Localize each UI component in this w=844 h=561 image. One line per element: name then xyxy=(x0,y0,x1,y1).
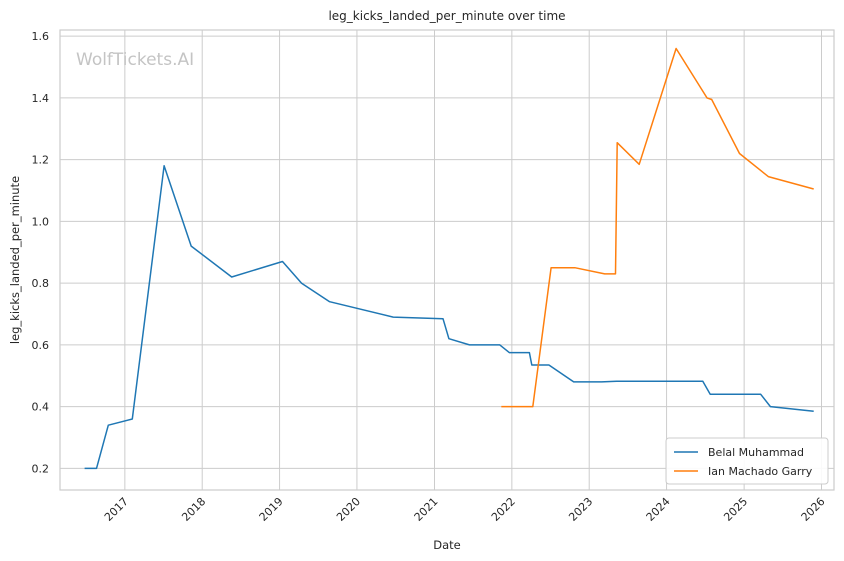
y-tick-labels: 0.2 0.4 0.6 0.8 1.0 1.2 1.4 1.6 xyxy=(32,30,50,475)
x-tick-label: 2022 xyxy=(489,495,518,524)
legend-label-ian-machado-garry: Ian Machado Garry xyxy=(708,465,813,478)
x-tick-label: 2025 xyxy=(721,495,750,524)
x-tick-label: 2026 xyxy=(799,495,828,524)
legend-box xyxy=(665,437,829,485)
x-tick-label: 2021 xyxy=(412,495,441,524)
series-lines xyxy=(84,47,814,470)
x-tick-label: 2023 xyxy=(566,495,595,524)
y-tick-label: 1.2 xyxy=(32,154,50,167)
chart-title: leg_kicks_landed_per_minute over time xyxy=(328,9,565,23)
y-tick-label: 1.0 xyxy=(32,215,50,228)
y-tick-label: 0.8 xyxy=(32,277,50,290)
x-tick-label: 2024 xyxy=(644,495,673,524)
y-tick-label: 1.4 xyxy=(32,92,50,105)
legend: Belal Muhammad Ian Machado Garry xyxy=(665,437,829,485)
plot-frame xyxy=(59,29,835,491)
x-tick-label: 2018 xyxy=(179,495,208,524)
x-tick-label: 2020 xyxy=(334,495,363,524)
y-axis-label: leg_kicks_landed_per_minute xyxy=(8,176,22,344)
x-tick-label: 2017 xyxy=(102,495,131,524)
series-line-belal-muhammad xyxy=(84,165,814,470)
watermark: WolfTickets.AI xyxy=(76,50,194,70)
x-tick-labels: 2017 2018 2019 2020 2021 2022 2023 2024 2025 2026 xyxy=(102,495,828,524)
legend-label-belal-muhammad: Belal Muhammad xyxy=(708,446,804,459)
grid xyxy=(60,30,834,490)
y-tick-label: 0.2 xyxy=(32,462,50,475)
y-tick-label: 0.4 xyxy=(32,401,50,414)
series-line-ian-machado-garry xyxy=(501,47,814,408)
y-tick-label: 1.6 xyxy=(32,30,50,43)
x-tick-label: 2019 xyxy=(257,495,286,524)
x-axis-label: Date xyxy=(433,538,461,552)
y-tick-label: 0.6 xyxy=(32,339,50,352)
